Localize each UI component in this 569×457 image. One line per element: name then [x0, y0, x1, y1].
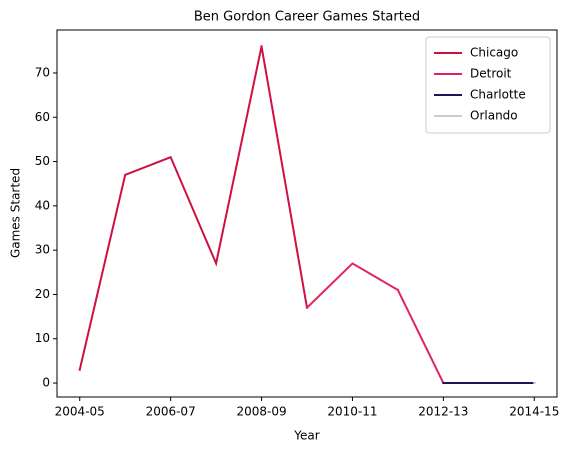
- connector: [396, 288, 445, 385]
- y-tick-label: 70: [35, 65, 50, 79]
- series-line: [305, 262, 400, 310]
- y-tick-label: 0: [42, 376, 50, 390]
- x-tick-label: 2004-05: [55, 405, 105, 419]
- chart-title: Ben Gordon Career Games Started: [194, 10, 420, 25]
- series-line: [78, 45, 263, 371]
- y-tick-label: 10: [35, 331, 50, 345]
- legend-label: Orlando: [470, 109, 518, 123]
- legend-label: Charlotte: [470, 88, 526, 102]
- y-tick-label: 20: [35, 287, 50, 301]
- legend-label: Detroit: [470, 67, 512, 81]
- legend-box: [425, 36, 551, 134]
- x-tick-label: 2014-15: [509, 405, 559, 419]
- legend-label: Chicago: [470, 46, 518, 60]
- x-tick-label: 2010-11: [327, 405, 377, 419]
- y-tick-label: 40: [35, 198, 50, 212]
- y-tick-label: 50: [35, 154, 50, 168]
- x-tick-label: 2012-13: [418, 405, 468, 419]
- plot-frame: [56, 29, 558, 398]
- x-axis-label: Year: [293, 429, 319, 443]
- x-tick-label: 2008-09: [236, 405, 286, 419]
- y-axis-label: Games Started: [9, 168, 23, 258]
- y-tick-label: 60: [35, 110, 50, 124]
- x-tick-label: 2006-07: [146, 405, 196, 419]
- connector: [260, 45, 309, 309]
- y-tick-label: 30: [35, 243, 50, 257]
